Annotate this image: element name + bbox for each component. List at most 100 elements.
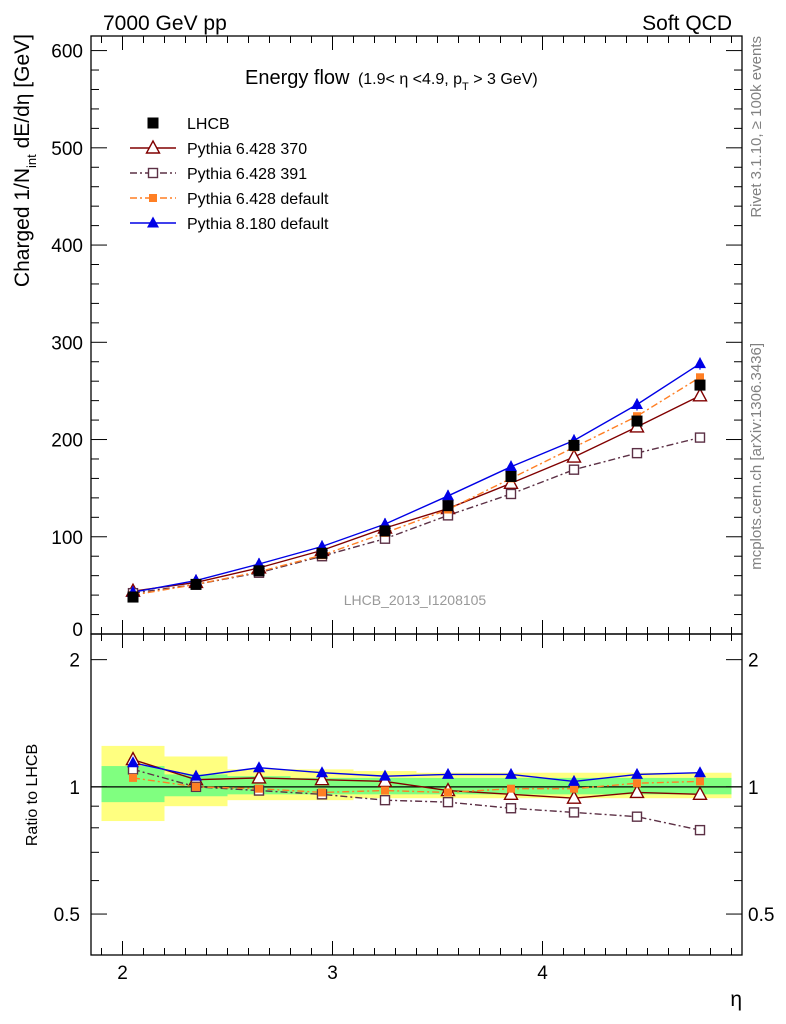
- title-condition-b: > 3 GeV): [469, 71, 538, 88]
- x-axis-label: η: [730, 988, 742, 1011]
- main-series-marker: [694, 357, 706, 369]
- mcplots-reference-label: mcplots.cern.ch [arXiv:1306.3436]: [748, 343, 765, 570]
- main-y-label-part-a: Charged 1/N: [11, 168, 34, 287]
- ratio-series-marker: [570, 784, 578, 793]
- main-series-marker: [568, 464, 580, 475]
- ratio-series-marker: [503, 785, 519, 801]
- rivet-version-label: Rivet 3.1.10, ≥ 100k events: [748, 36, 765, 218]
- main-series-line: [132, 376, 701, 596]
- main-series-marker: [568, 439, 580, 451]
- analysis-tag: LHCB_2013_I1208105: [344, 592, 487, 608]
- ratio-series-marker: [314, 771, 330, 786]
- ratio-series-marker: [568, 774, 580, 786]
- legend-marker: [145, 139, 161, 154]
- main-series-marker: [379, 525, 391, 537]
- plot-title: Energy flow (1.9< η <4.9, pT > 3 GeV): [245, 67, 538, 93]
- ratio-series-line: [132, 762, 701, 783]
- y-tick-label: 200: [51, 431, 83, 452]
- ratio-series-marker: [442, 796, 454, 808]
- legend-label: Pythia 6.428 default: [187, 191, 329, 208]
- main-series-marker: [253, 565, 265, 577]
- ratio-y-tick-label-left: 2: [69, 651, 80, 672]
- main-series-marker: [694, 432, 706, 443]
- main-series-marker: [696, 373, 704, 382]
- legend-marker: [147, 167, 159, 179]
- main-series-marker: [442, 500, 454, 512]
- main-series-marker: [631, 398, 643, 410]
- ratio-y-tick-label-right: 0.5: [748, 905, 774, 926]
- title-condition-subscript: T: [462, 81, 469, 93]
- ratio-series-marker: [631, 811, 643, 822]
- ratio-series-marker: [127, 756, 139, 768]
- axes-frames: 2 3 4 0 100 200 300 400 500 600 0.5 0.5 1 1 2 2: [51, 35, 774, 984]
- ratio-series-marker: [381, 786, 389, 795]
- y-tick-label: 500: [51, 139, 83, 160]
- legend-marker: [149, 194, 157, 202]
- main-series-marker: [442, 489, 454, 501]
- main-series-marker: [631, 415, 643, 427]
- ratio-series-marker: [316, 766, 328, 778]
- ratio-series-marker: [255, 784, 263, 793]
- main-y-label-subscript: int: [24, 154, 39, 168]
- ratio-series-marker: [192, 782, 200, 791]
- main-series-line: [132, 363, 701, 593]
- ratio-series-line: [132, 758, 701, 799]
- ratio-series-marker: [444, 788, 452, 797]
- legend-marker: [147, 117, 159, 129]
- y-tick-label: 300: [51, 333, 83, 354]
- ratio-series-marker: [251, 769, 267, 784]
- legend-label: Pythia 6.428 391: [187, 166, 307, 183]
- main-series-marker: [127, 591, 139, 603]
- ratio-y-tick-label-right: 1: [748, 778, 759, 799]
- ratio-series-marker: [505, 803, 517, 814]
- ratio-series-marker: [566, 789, 582, 804]
- y-tick-label: 400: [51, 236, 83, 257]
- ratio-series-marker: [379, 794, 391, 806]
- ratio-inner-band-segment: [290, 777, 354, 795]
- data-series: [125, 357, 708, 836]
- legend-label: LHCB: [187, 116, 230, 133]
- y-tick-label: 0: [72, 620, 83, 641]
- ratio-series-marker: [190, 769, 202, 781]
- x-tick-label: 2: [117, 963, 128, 984]
- main-series-marker: [694, 379, 706, 391]
- ratio-series-marker: [694, 824, 706, 836]
- ratio-series-marker: [692, 785, 708, 801]
- ratio-series-marker: [629, 783, 645, 799]
- title-main: Energy flow: [245, 67, 350, 89]
- main-series-marker: [505, 470, 517, 482]
- ratio-y-axis-label: Ratio to LHCB: [24, 744, 41, 846]
- ratio-y-tick-label-left: 0.5: [54, 905, 80, 926]
- y-tick-label: 600: [51, 42, 83, 63]
- main-y-label-part-b: dE/dη [GeV]: [11, 34, 34, 154]
- ratio-series-marker: [507, 784, 515, 793]
- ratio-series-marker: [253, 761, 265, 773]
- x-tick-label: 3: [327, 963, 338, 984]
- legend: LHCB Pythia 6.428 370 Pythia 6.428 391 Pyth…: [130, 116, 329, 233]
- main-series-marker: [631, 447, 643, 459]
- main-series-marker: [505, 460, 517, 472]
- beam-label: 7000 GeV pp: [103, 12, 227, 35]
- legend-label: Pythia 6.428 370: [187, 141, 307, 158]
- ratio-series-marker: [696, 777, 704, 786]
- main-series-line: [132, 436, 701, 594]
- title-condition-a: (1.9< η <4.9, p: [358, 71, 462, 88]
- ratio-series-marker: [505, 767, 517, 779]
- legend-marker: [147, 216, 159, 228]
- process-label: Soft QCD: [642, 12, 732, 35]
- main-series-marker: [692, 387, 708, 402]
- main-y-axis-label: Charged 1/Nint dE/dη [GeV]: [11, 34, 39, 287]
- ratio-y-tick-label-left: 1: [69, 778, 80, 799]
- x-tick-label: 4: [537, 963, 548, 984]
- main-series-line: [132, 395, 701, 592]
- legend-label: Pythia 8.180 default: [187, 216, 329, 233]
- ratio-y-tick-label-right: 2: [748, 651, 759, 672]
- ratio-series-marker: [318, 788, 326, 797]
- y-tick-label: 100: [51, 528, 83, 549]
- ratio-series-marker: [631, 767, 643, 779]
- ratio-series-marker: [568, 807, 580, 818]
- ratio-series-marker: [633, 779, 641, 788]
- ratio-series-marker: [379, 769, 391, 781]
- ratio-series-line: [132, 777, 701, 794]
